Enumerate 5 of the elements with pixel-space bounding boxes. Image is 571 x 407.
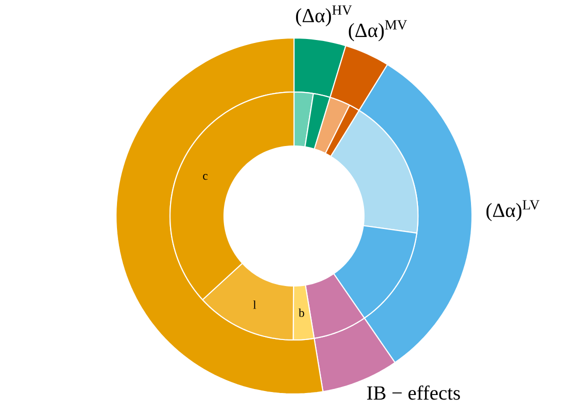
slice-label: b [298,308,304,317]
slice-label: l [253,300,256,309]
slice-label: (Δα)$^{LV}$ [486,200,540,222]
slice-label: c [203,174,208,180]
slice-label: IB − effects [367,385,460,400]
